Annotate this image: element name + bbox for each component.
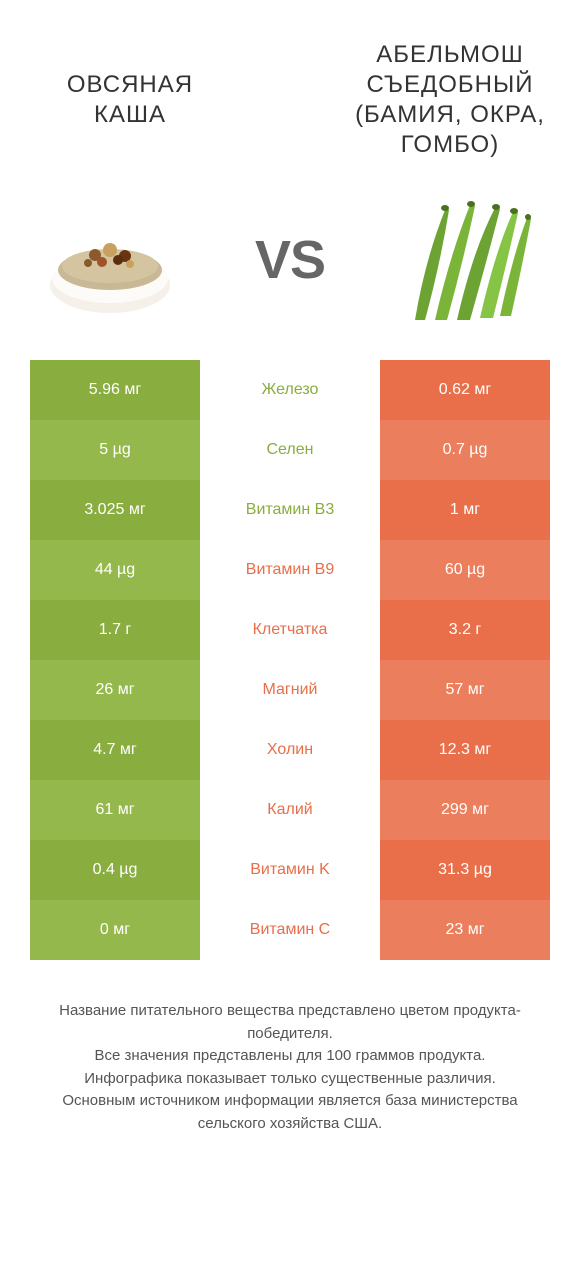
right-value: 12.3 мг (380, 720, 550, 780)
nutrient-label: Витамин K (200, 840, 380, 900)
nutrient-label: Магний (200, 660, 380, 720)
left-value: 26 мг (30, 660, 200, 720)
table-row: 4.7 мгХолин12.3 мг (30, 720, 550, 780)
vs-row: VS (0, 180, 580, 360)
left-value: 1.7 г (30, 600, 200, 660)
vs-label: VS (255, 229, 325, 291)
right-value: 31.3 µg (380, 840, 550, 900)
table-row: 3.025 мгВитамин B31 мг (30, 480, 550, 540)
table-row: 26 мгМагний57 мг (30, 660, 550, 720)
right-value: 0.7 µg (380, 420, 550, 480)
table-row: 61 мгКалий299 мг (30, 780, 550, 840)
left-value: 61 мг (30, 780, 200, 840)
right-value: 57 мг (380, 660, 550, 720)
nutrient-label: Железо (200, 360, 380, 420)
left-value: 44 µg (30, 540, 200, 600)
right-value: 60 µg (380, 540, 550, 600)
right-title: АБЕЛЬМОШ СЪЕДОБНЫЙ (БАМИЯ, ОКРА, ГОМБО) (350, 40, 550, 160)
okra-image (390, 190, 550, 330)
right-value: 23 мг (380, 900, 550, 960)
table-row: 44 µgВитамин B960 µg (30, 540, 550, 600)
nutrient-table: 5.96 мгЖелезо0.62 мг5 µgСелен0.7 µg3.025… (0, 360, 580, 960)
nutrient-label: Витамин C (200, 900, 380, 960)
table-row: 1.7 гКлетчатка3.2 г (30, 600, 550, 660)
oatmeal-image (30, 190, 190, 330)
left-value: 5.96 мг (30, 360, 200, 420)
footer-line-4: Основным источником информации является … (30, 1090, 550, 1135)
left-value: 0.4 µg (30, 840, 200, 900)
right-value: 1 мг (380, 480, 550, 540)
table-row: 0.4 µgВитамин K31.3 µg (30, 840, 550, 900)
left-value: 4.7 мг (30, 720, 200, 780)
footer: Название питательного вещества представл… (0, 960, 580, 1135)
right-value: 299 мг (380, 780, 550, 840)
right-title-col: АБЕЛЬМОШ СЪЕДОБНЫЙ (БАМИЯ, ОКРА, ГОМБО) (350, 40, 550, 160)
right-value: 0.62 мг (380, 360, 550, 420)
footer-line-1: Название питательного вещества представл… (30, 1000, 550, 1045)
left-title-col: ОВСЯНАЯ КАША (30, 70, 230, 130)
nutrient-label: Витамин B9 (200, 540, 380, 600)
left-value: 5 µg (30, 420, 200, 480)
nutrient-label: Холин (200, 720, 380, 780)
nutrient-label: Селен (200, 420, 380, 480)
left-title: ОВСЯНАЯ КАША (30, 70, 230, 130)
table-row: 5 µgСелен0.7 µg (30, 420, 550, 480)
nutrient-label: Витамин B3 (200, 480, 380, 540)
table-row: 5.96 мгЖелезо0.62 мг (30, 360, 550, 420)
table-row: 0 мгВитамин C23 мг (30, 900, 550, 960)
nutrient-label: Калий (200, 780, 380, 840)
left-value: 0 мг (30, 900, 200, 960)
nutrient-label: Клетчатка (200, 600, 380, 660)
left-value: 3.025 мг (30, 480, 200, 540)
header: ОВСЯНАЯ КАША АБЕЛЬМОШ СЪЕДОБНЫЙ (БАМИЯ, … (0, 0, 580, 180)
footer-line-3: Инфографика показывает только существенн… (30, 1068, 550, 1091)
right-value: 3.2 г (380, 600, 550, 660)
footer-line-2: Все значения представлены для 100 граммо… (30, 1045, 550, 1068)
